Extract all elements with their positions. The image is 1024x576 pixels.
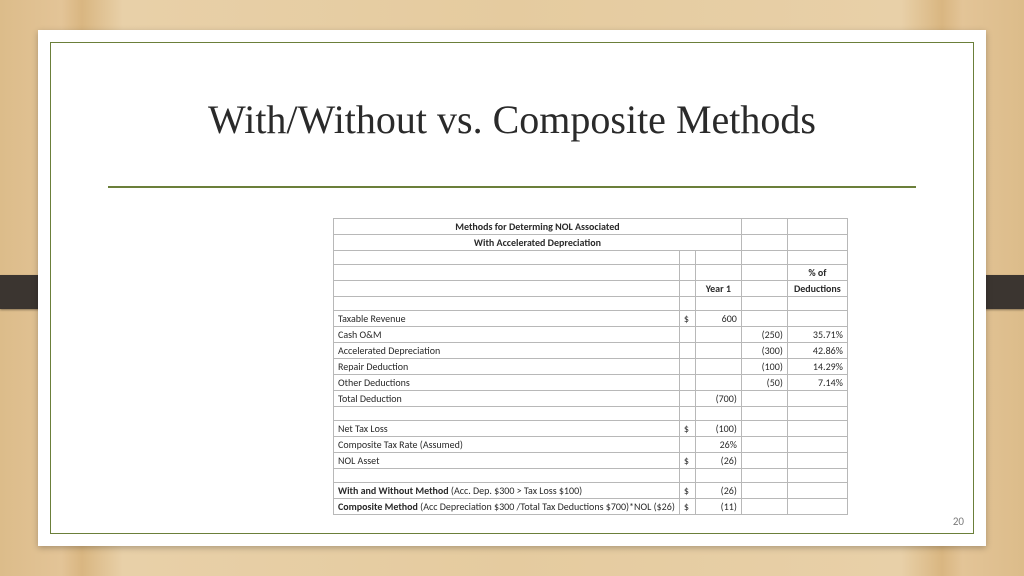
title-rule [108, 186, 916, 188]
col-pct-2: Deductions [787, 281, 847, 297]
table-row: Other Deductions (50) 7.14% [334, 375, 848, 391]
binder-tab-left [0, 275, 42, 309]
binder-tab-right [982, 275, 1024, 309]
table-row: Accelerated Depreciation (300) 42.86% [334, 343, 848, 359]
col-year-1: Year 1 [695, 281, 741, 297]
table-header-1: Methods for Determing NOL Associated [334, 219, 742, 235]
page-number: 20 [953, 515, 964, 528]
table-row: Repair Deduction (100) 14.29% [334, 359, 848, 375]
table-row: Composite Tax Rate (Assumed) 26% [334, 437, 848, 453]
slide-title: With/Without vs. Composite Methods [38, 96, 986, 143]
table-header-2: With Accelerated Depreciation [334, 235, 742, 251]
table-row: Total Deduction (700) [334, 391, 848, 407]
table-row: Taxable Revenue $ 600 [334, 311, 848, 327]
with-without-method-label: With and Without Method (Acc. Dep. $300 … [334, 483, 680, 499]
table-header-row: With Accelerated Depreciation [334, 235, 848, 251]
table-row: With and Without Method (Acc. Dep. $300 … [334, 483, 848, 499]
nol-methods-table: Methods for Determing NOL Associated Wit… [333, 218, 848, 515]
table-header-row: Methods for Determing NOL Associated [334, 219, 848, 235]
table-row: NOL Asset $ (26) [334, 453, 848, 469]
table-row: Cash O&M (250) 35.71% [334, 327, 848, 343]
row-label: Taxable Revenue [334, 311, 680, 327]
table-row: Composite Method (Acc Depreciation $300 … [334, 499, 848, 515]
composite-method-label: Composite Method (Acc Depreciation $300 … [334, 499, 680, 515]
slide: With/Without vs. Composite Methods Metho… [38, 30, 986, 546]
table-row: Net Tax Loss $ (100) [334, 421, 848, 437]
col-pct-1: % of [787, 265, 847, 281]
